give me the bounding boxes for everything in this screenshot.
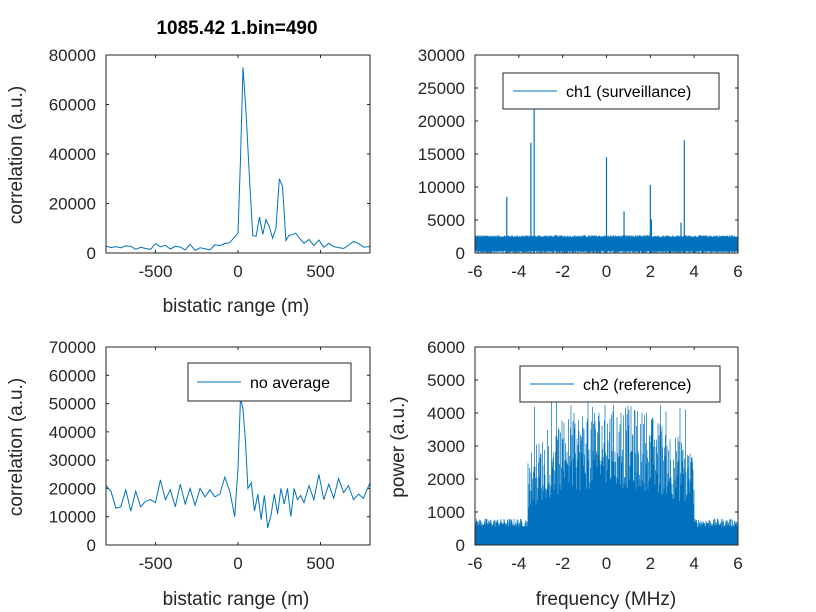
y-tick-label: 2000 [427, 470, 465, 489]
series-line [105, 67, 371, 252]
x-tick-label: 0 [233, 262, 242, 281]
x-tick-label: 4 [689, 262, 698, 281]
plot-area-4: -6 -4 -2 0 2 4 6 0 1000 2000 3000 4000 5000 6000 [427, 338, 743, 573]
y-tick-label: 60000 [49, 96, 96, 115]
y-tick-label: 4000 [427, 404, 465, 423]
x-tick-label: 500 [306, 554, 334, 573]
x-axis-label-3: bistatic range (m) [163, 589, 310, 610]
y-tick-label: 0 [456, 244, 465, 263]
x-tick-label: 0 [602, 262, 611, 281]
axes-box [474, 346, 739, 546]
x-tick-label: 0 [602, 554, 611, 573]
y-tick-label: 60000 [49, 366, 96, 385]
panel-range-no-average: -500 0 50001000020000300004000050000600007… [6, 338, 371, 610]
x-tick-label: -4 [511, 262, 526, 281]
y-tick-label: 20000 [49, 195, 96, 214]
y-tick-label: 10000 [49, 508, 96, 527]
panel-ch1-spectrum: -6 -4 -2 0 2 4 6 0 5000 10000 15000 20000 25000 30000… [418, 46, 743, 281]
panel-ch2-spectrum: -6 -4 -2 0 2 4 6 0 1000 2000 3000 4000 5000 6000 ch2 … [388, 338, 743, 610]
chart-title: 1085.42 1.bin=490 [156, 18, 317, 39]
panel-range-averaged: -500 0 500 0 20000 40000 60000 80000 bistatic r… [6, 46, 371, 317]
y-axis-label-3: correlation (a.u.) [6, 378, 27, 516]
y-axis-label-1: correlation (a.u.) [6, 86, 27, 224]
x-tick-label: 500 [306, 262, 334, 281]
y-tick-label: 40000 [49, 423, 96, 442]
y-tick-label: 0 [456, 536, 465, 555]
y-tick-label: 20000 [49, 479, 96, 498]
y-tick-label: 10000 [418, 178, 465, 197]
series-line [105, 397, 371, 529]
y-tick-label: 5000 [427, 371, 465, 390]
x-tick-label: -4 [511, 554, 526, 573]
y-axis-label-4: power (a.u.) [388, 396, 409, 497]
x-tick-label: -500 [138, 262, 172, 281]
y-tick-label: 30000 [418, 46, 465, 65]
x-tick-label: 0 [233, 554, 242, 573]
x-axis-label-1: bistatic range (m) [163, 296, 310, 317]
spectrum-band [474, 386, 739, 545]
legend-label-ch1: ch1 (surveillance) [566, 84, 691, 101]
x-tick-label: 2 [646, 262, 655, 281]
y-tick-label: 0 [87, 244, 96, 263]
legend-ch2: ch2 (reference) [519, 365, 721, 403]
y-tick-label: 30000 [49, 451, 96, 470]
x-tick-label: -6 [467, 554, 482, 573]
axes-box [474, 54, 739, 254]
plot-area-1: -500 0 500 0 20000 40000 60000 80000 [49, 46, 371, 281]
y-tick-label: 15000 [418, 145, 465, 164]
plot-area-2: -6 -4 -2 0 2 4 6 0 5000 10000 15000 20000 25000 30000 [418, 46, 743, 281]
y-tick-label: 3000 [427, 437, 465, 456]
y-tick-label: 50000 [49, 395, 96, 414]
y-tick-label: 5000 [427, 211, 465, 230]
x-tick-label: 6 [733, 262, 742, 281]
y-tick-label: 6000 [427, 338, 465, 357]
axes-box [105, 54, 371, 254]
y-tick-label: 70000 [49, 338, 96, 357]
x-tick-label: -6 [467, 262, 482, 281]
x-tick-label: 6 [733, 554, 742, 573]
x-tick-label: -2 [555, 262, 570, 281]
x-tick-label: 4 [689, 554, 698, 573]
legend-label-no-average: no average [250, 375, 330, 392]
y-tick-label: 1000 [427, 503, 465, 522]
legend-ch1: ch1 (surveillance) [502, 72, 720, 110]
legend-label-ch2: ch2 (reference) [583, 377, 692, 394]
y-tick-label: 0 [87, 536, 96, 555]
axes-box [105, 346, 371, 546]
x-axis-label-4: frequency (MHz) [536, 589, 676, 610]
legend-no-average: no average [187, 362, 352, 402]
x-tick-label: -2 [555, 554, 570, 573]
x-tick-label: 2 [646, 554, 655, 573]
y-tick-label: 20000 [418, 112, 465, 131]
y-tick-label: 25000 [418, 79, 465, 98]
plot-area-3: -500 0 50001000020000300004000050000600007… [49, 338, 371, 573]
y-tick-label: 40000 [49, 145, 96, 164]
y-tick-label: 80000 [49, 46, 96, 65]
x-tick-label: -500 [138, 554, 172, 573]
